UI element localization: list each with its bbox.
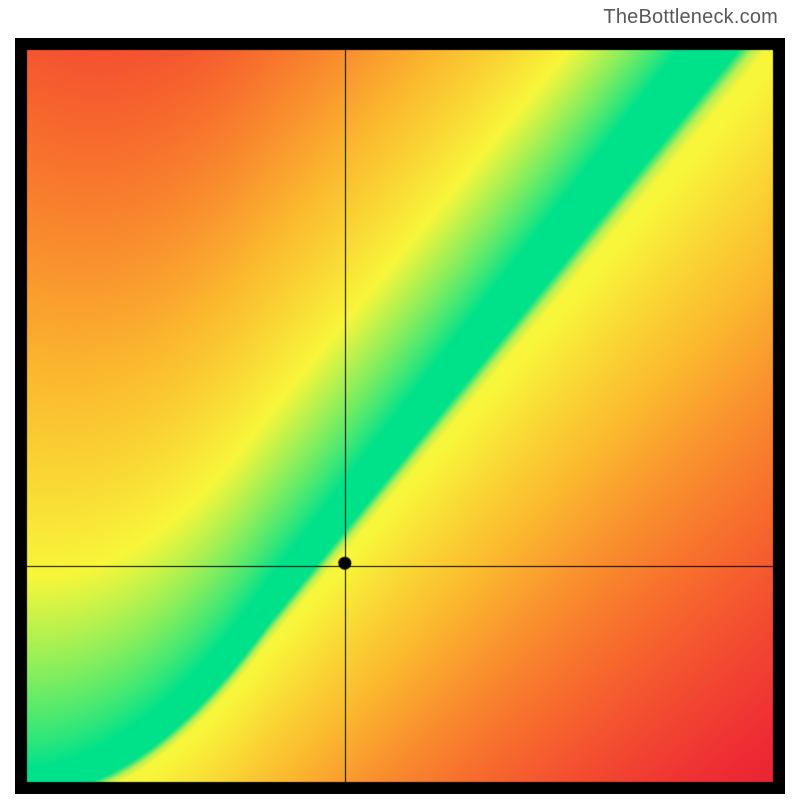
watermark-text: TheBottleneck.com bbox=[603, 6, 778, 29]
heatmap-chart bbox=[15, 38, 785, 794]
crosshair-overlay bbox=[15, 38, 785, 794]
